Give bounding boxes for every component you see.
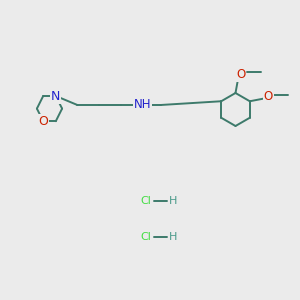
Text: O: O	[264, 90, 273, 103]
Text: Cl: Cl	[140, 196, 151, 206]
Text: NH: NH	[134, 98, 151, 112]
Text: O: O	[236, 68, 245, 81]
Text: O: O	[38, 115, 48, 128]
Text: H: H	[169, 196, 177, 206]
Text: Cl: Cl	[140, 232, 151, 242]
Text: H: H	[169, 232, 177, 242]
Text: N: N	[51, 89, 61, 103]
